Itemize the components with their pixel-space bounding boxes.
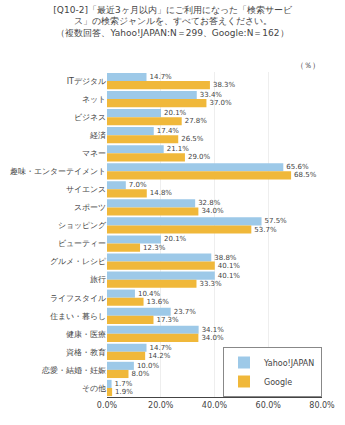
- svg-text:ITデジタル: ITデジタル: [67, 77, 106, 86]
- svg-text:Yahoo!JAPAN: Yahoo!JAPAN: [263, 359, 314, 368]
- svg-text:ビジネス: ビジネス: [74, 113, 106, 122]
- svg-text:1.7%: 1.7%: [115, 380, 133, 388]
- svg-text:（％）: （％）: [296, 61, 320, 70]
- svg-text:40.0%: 40.0%: [202, 401, 228, 410]
- svg-text:ライフスタイル: ライフスタイル: [50, 293, 106, 302]
- svg-text:17.4%: 17.4%: [157, 127, 180, 135]
- svg-text:Google: Google: [264, 378, 292, 387]
- svg-text:40.1%: 40.1%: [218, 272, 241, 280]
- svg-text:40.1%: 40.1%: [218, 262, 241, 270]
- svg-text:サイエンス: サイエンス: [66, 185, 106, 194]
- svg-text:20.0%: 20.0%: [148, 401, 174, 410]
- svg-text:21.1%: 21.1%: [167, 145, 190, 153]
- svg-text:8.0%: 8.0%: [132, 370, 150, 378]
- svg-text:経済: 経済: [89, 131, 106, 140]
- svg-text:1.9%: 1.9%: [115, 388, 133, 396]
- svg-text:趣味・エンターテイメント: 趣味・エンターテイメント: [10, 167, 106, 176]
- svg-text:29.0%: 29.0%: [188, 153, 211, 161]
- svg-text:健康・医療: 健康・医療: [66, 330, 106, 339]
- svg-text:23.7%: 23.7%: [174, 308, 197, 316]
- svg-text:14.7%: 14.7%: [150, 73, 173, 81]
- svg-text:32.8%: 32.8%: [198, 199, 221, 207]
- svg-text:14.7%: 14.7%: [150, 344, 173, 352]
- svg-text:旅行: 旅行: [90, 275, 106, 284]
- svg-text:33.3%: 33.3%: [199, 280, 222, 288]
- svg-text:27.8%: 27.8%: [185, 117, 208, 125]
- svg-text:スポーツ: スポーツ: [74, 203, 106, 212]
- svg-text:恋愛・結婚・妊娠: 恋愛・結婚・妊娠: [41, 366, 106, 375]
- svg-text:12.3%: 12.3%: [143, 244, 166, 252]
- svg-text:80.0%: 80.0%: [309, 401, 335, 410]
- svg-text:34.0%: 34.0%: [201, 334, 224, 342]
- svg-text:65.6%: 65.6%: [286, 163, 309, 171]
- svg-text:34.0%: 34.0%: [201, 207, 224, 215]
- svg-text:68.5%: 68.5%: [294, 171, 317, 179]
- svg-text:53.7%: 53.7%: [254, 226, 277, 234]
- svg-text:10.4%: 10.4%: [138, 290, 161, 298]
- svg-text:その他: その他: [82, 384, 106, 393]
- svg-text:ネット: ネット: [82, 95, 106, 104]
- svg-text:34.1%: 34.1%: [202, 326, 225, 334]
- svg-text:ビューティー: ビューティー: [58, 239, 106, 248]
- svg-text:17.3%: 17.3%: [156, 316, 179, 324]
- svg-text:38.3%: 38.3%: [213, 81, 236, 89]
- svg-text:ショッピング: ショッピング: [58, 221, 107, 230]
- svg-text:14.2%: 14.2%: [148, 352, 171, 360]
- svg-text:14.8%: 14.8%: [150, 189, 173, 197]
- svg-text:[Q10-2]「最近3ヶ月以内」にご利用になった「検索サービ: [Q10-2]「最近3ヶ月以内」にご利用になった「検索サービス」の検索ジャンルを…: [53, 5, 292, 38]
- svg-text:37.0%: 37.0%: [209, 99, 232, 107]
- svg-text:26.5%: 26.5%: [181, 135, 204, 143]
- svg-text:住まい・暮らし: 住まい・暮らし: [50, 312, 106, 321]
- svg-text:マネー: マネー: [82, 149, 106, 158]
- svg-text:13.6%: 13.6%: [147, 298, 170, 306]
- svg-text:33.4%: 33.4%: [200, 91, 223, 99]
- svg-text:20.1%: 20.1%: [164, 235, 187, 243]
- svg-text:7.0%: 7.0%: [129, 181, 147, 189]
- svg-text:グルメ・レシピ: グルメ・レシピ: [50, 257, 106, 266]
- svg-text:10.0%: 10.0%: [137, 362, 160, 370]
- svg-text:60.0%: 60.0%: [256, 401, 282, 410]
- svg-text:資格・教育: 資格・教育: [66, 348, 106, 357]
- svg-text:57.5%: 57.5%: [265, 217, 288, 225]
- svg-text:38.8%: 38.8%: [214, 254, 237, 262]
- svg-text:0.0%: 0.0%: [97, 401, 118, 410]
- svg-text:20.1%: 20.1%: [164, 109, 187, 117]
